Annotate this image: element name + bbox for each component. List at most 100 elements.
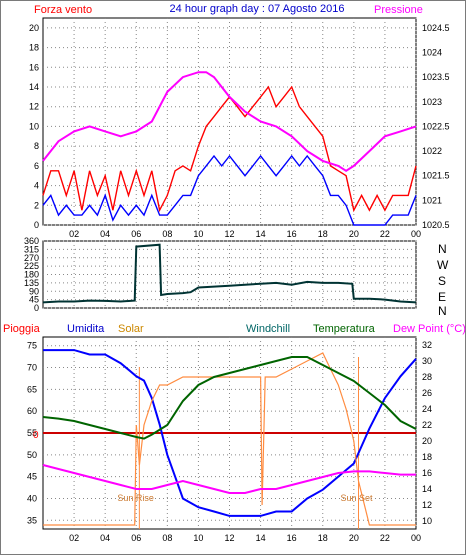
x-tick-label: 20	[349, 533, 359, 543]
y-right-tick: 30	[422, 356, 432, 366]
y-right-tick: 1023	[422, 97, 442, 107]
y-right-tick: 16	[422, 468, 432, 478]
y-right-tick: 18	[422, 452, 432, 462]
x-tick-label: 06	[131, 229, 141, 239]
y-left-tick: 16	[29, 62, 39, 72]
y-right-tick: 1021.5	[422, 171, 450, 181]
y-tick: 360	[24, 236, 39, 246]
series-windchill	[42, 356, 417, 440]
x-tick-label: 12	[224, 229, 234, 239]
wind-ticks: 02 04 06 08 10 12 14 16 18 20 22 000246810121416182…	[29, 23, 450, 239]
series-pressure	[42, 71, 417, 172]
y-tick: 45	[29, 295, 39, 305]
y-tick: 0	[34, 303, 39, 313]
y-right-tick: 32	[422, 340, 432, 350]
y-right-tick: 20	[422, 436, 432, 446]
y-right-tick: 1020.5	[422, 220, 450, 230]
wind-title: Forza vento	[34, 4, 92, 16]
x-tick-label: 04	[100, 533, 110, 543]
y-tick: 315	[24, 244, 39, 254]
x-tick-label: 20	[349, 229, 359, 239]
x-tick-label: 18	[318, 533, 328, 543]
compass-s: S	[438, 274, 446, 288]
y-right-tick: 1021	[422, 195, 442, 205]
y-right-tick: 28	[422, 372, 432, 382]
y-left-tick: 40	[27, 493, 37, 503]
y-tick: 270	[24, 253, 39, 263]
x-tick-label: 18	[318, 229, 328, 239]
series-solar	[43, 352, 416, 526]
y-tick: 90	[29, 286, 39, 296]
y-left-tick: 50	[27, 450, 37, 460]
wind-plot-frame	[42, 17, 417, 226]
x-tick-label: 02	[69, 229, 79, 239]
rain-label: Pioggia	[3, 323, 41, 335]
y-left-tick: 6	[34, 161, 39, 171]
series-average	[42, 154, 417, 226]
x-tick-label: 08	[162, 229, 172, 239]
y-right-tick: 22	[422, 420, 432, 430]
y-left-tick: 8	[34, 141, 39, 151]
y-left-tick: 60	[27, 406, 37, 416]
y-left-tick: 2	[34, 200, 39, 210]
y-left-tick: 10	[29, 121, 39, 131]
y-tick: 225	[24, 261, 39, 271]
series-direction	[42, 243, 417, 304]
sun-set-label: Sun Set	[340, 493, 373, 503]
compass-w: W	[437, 258, 449, 272]
sun-rise-label: Sun Rise	[117, 493, 154, 503]
compass-labels: N W S E N	[437, 242, 449, 318]
y-right-tick: 1022	[422, 146, 442, 156]
temperature-label: Temperatura	[313, 323, 376, 335]
wind-series	[42, 71, 417, 226]
y-left-tick: 55	[27, 428, 37, 438]
compass-n-top: N	[438, 242, 447, 256]
y-right-tick: 1023.5	[422, 72, 450, 82]
graph-title: 24 hour graph day : 07 Agosto 2016	[170, 3, 345, 15]
y-tick: 180	[24, 270, 39, 280]
wind-grid	[43, 18, 417, 226]
windchill-label: Windchill	[246, 323, 290, 335]
dew-point-label: Dew Point (°C)	[393, 323, 466, 335]
x-tick-label: 22	[380, 533, 390, 543]
y-right-tick: 12	[422, 500, 432, 510]
x-tick-label: 04	[100, 229, 110, 239]
compass-e: E	[438, 290, 446, 304]
series-humidity	[43, 349, 417, 517]
x-tick-label: 22	[380, 229, 390, 239]
x-tick-label: 06	[131, 533, 141, 543]
x-tick-label: 14	[256, 533, 266, 543]
x-tick-label: 10	[193, 533, 203, 543]
y-left-tick: 18	[29, 43, 39, 53]
y-left-tick: 45	[27, 472, 37, 482]
y-left-tick: 35	[27, 515, 37, 525]
y-left-tick: 20	[29, 23, 39, 33]
y-left-tick: 12	[29, 102, 39, 112]
x-tick-label: 08	[162, 533, 172, 543]
y-right-tick: 1024.5	[422, 23, 450, 33]
y-left-tick: 4	[34, 181, 39, 191]
y-right-tick: 26	[422, 388, 432, 398]
y-left-tick: 0	[34, 220, 39, 230]
y-right-tick: 1024	[422, 48, 442, 58]
x-tick-label: 14	[256, 229, 266, 239]
y-right-tick: 14	[422, 484, 432, 494]
solar-label: Solar	[118, 323, 144, 335]
y-right-tick: 1022.5	[422, 121, 450, 131]
x-tick-label: 16	[287, 229, 297, 239]
x-tick-label: 00	[411, 533, 421, 543]
pressure-title: Pressione	[374, 4, 423, 16]
y-right-tick: 24	[422, 404, 432, 414]
y-left-tick: 75	[27, 341, 37, 351]
y-right-tick: 10	[422, 516, 432, 526]
temp-ticks: 02 04 06 08 10 12 14 16 18 20 22 00 35 40 45 50 55 60 65 70…	[27, 340, 432, 543]
y-tick: 135	[24, 278, 39, 288]
direction-series	[42, 243, 417, 304]
compass-n-bottom: N	[438, 304, 447, 318]
x-tick-label: 00	[411, 229, 421, 239]
temp-series	[42, 349, 417, 529]
rain-zero-label: 0	[33, 430, 39, 441]
